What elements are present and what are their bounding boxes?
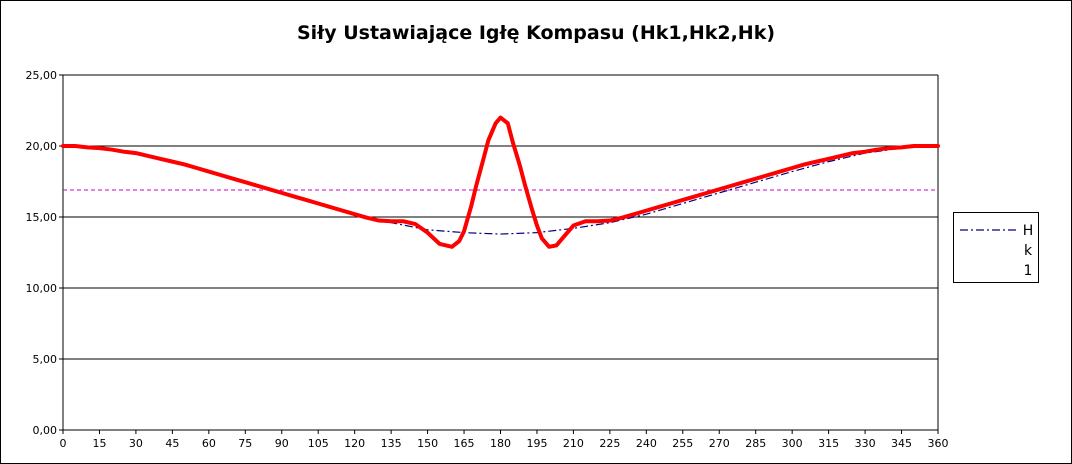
legend-swatch-hk1 <box>960 229 1018 231</box>
y-tick-label: 10,00 <box>26 282 58 295</box>
x-tick-label: 150 <box>417 437 438 450</box>
y-tick-label: 15,00 <box>26 211 58 224</box>
x-tick-label: 90 <box>275 437 289 450</box>
x-tick-label: 45 <box>165 437 179 450</box>
x-tick-label: 225 <box>599 437 620 450</box>
y-tick-label: 25,00 <box>26 69 58 82</box>
x-tick-label: 30 <box>129 437 143 450</box>
x-tick-label: 195 <box>526 437 547 450</box>
x-tick-label: 270 <box>709 437 730 450</box>
x-tick-label: 330 <box>855 437 876 450</box>
x-tick-label: 255 <box>672 437 693 450</box>
x-tick-label: 165 <box>454 437 475 450</box>
x-tick-label: 285 <box>745 437 766 450</box>
y-tick-label: 20,00 <box>26 140 58 153</box>
chart-title: Siły Ustawiające Igłę Kompasu (Hk1,Hk2,H… <box>296 22 776 44</box>
x-tick-label: 360 <box>928 437 949 450</box>
x-tick-label: 135 <box>381 437 402 450</box>
x-tick-label: 315 <box>818 437 839 450</box>
x-tick-label: 105 <box>308 437 329 450</box>
x-tick-label: 210 <box>563 437 584 450</box>
y-tick-label: 0,00 <box>33 424 58 437</box>
x-tick-label: 0 <box>60 437 67 450</box>
series-line-red <box>61 115 940 249</box>
x-tick-label: 300 <box>782 437 803 450</box>
legend-label-hk1: Hk1 <box>1022 223 1034 279</box>
x-tick-label: 180 <box>490 437 511 450</box>
x-tick-label: 120 <box>344 437 365 450</box>
x-tick-label: 60 <box>202 437 216 450</box>
x-tick-label: 345 <box>891 437 912 450</box>
y-tick-label: 5,00 <box>33 353 58 366</box>
x-tick-label: 15 <box>92 437 106 450</box>
legend: Hk1 <box>953 212 1039 283</box>
x-tick-label: 240 <box>636 437 657 450</box>
x-tick-label: 75 <box>238 437 252 450</box>
